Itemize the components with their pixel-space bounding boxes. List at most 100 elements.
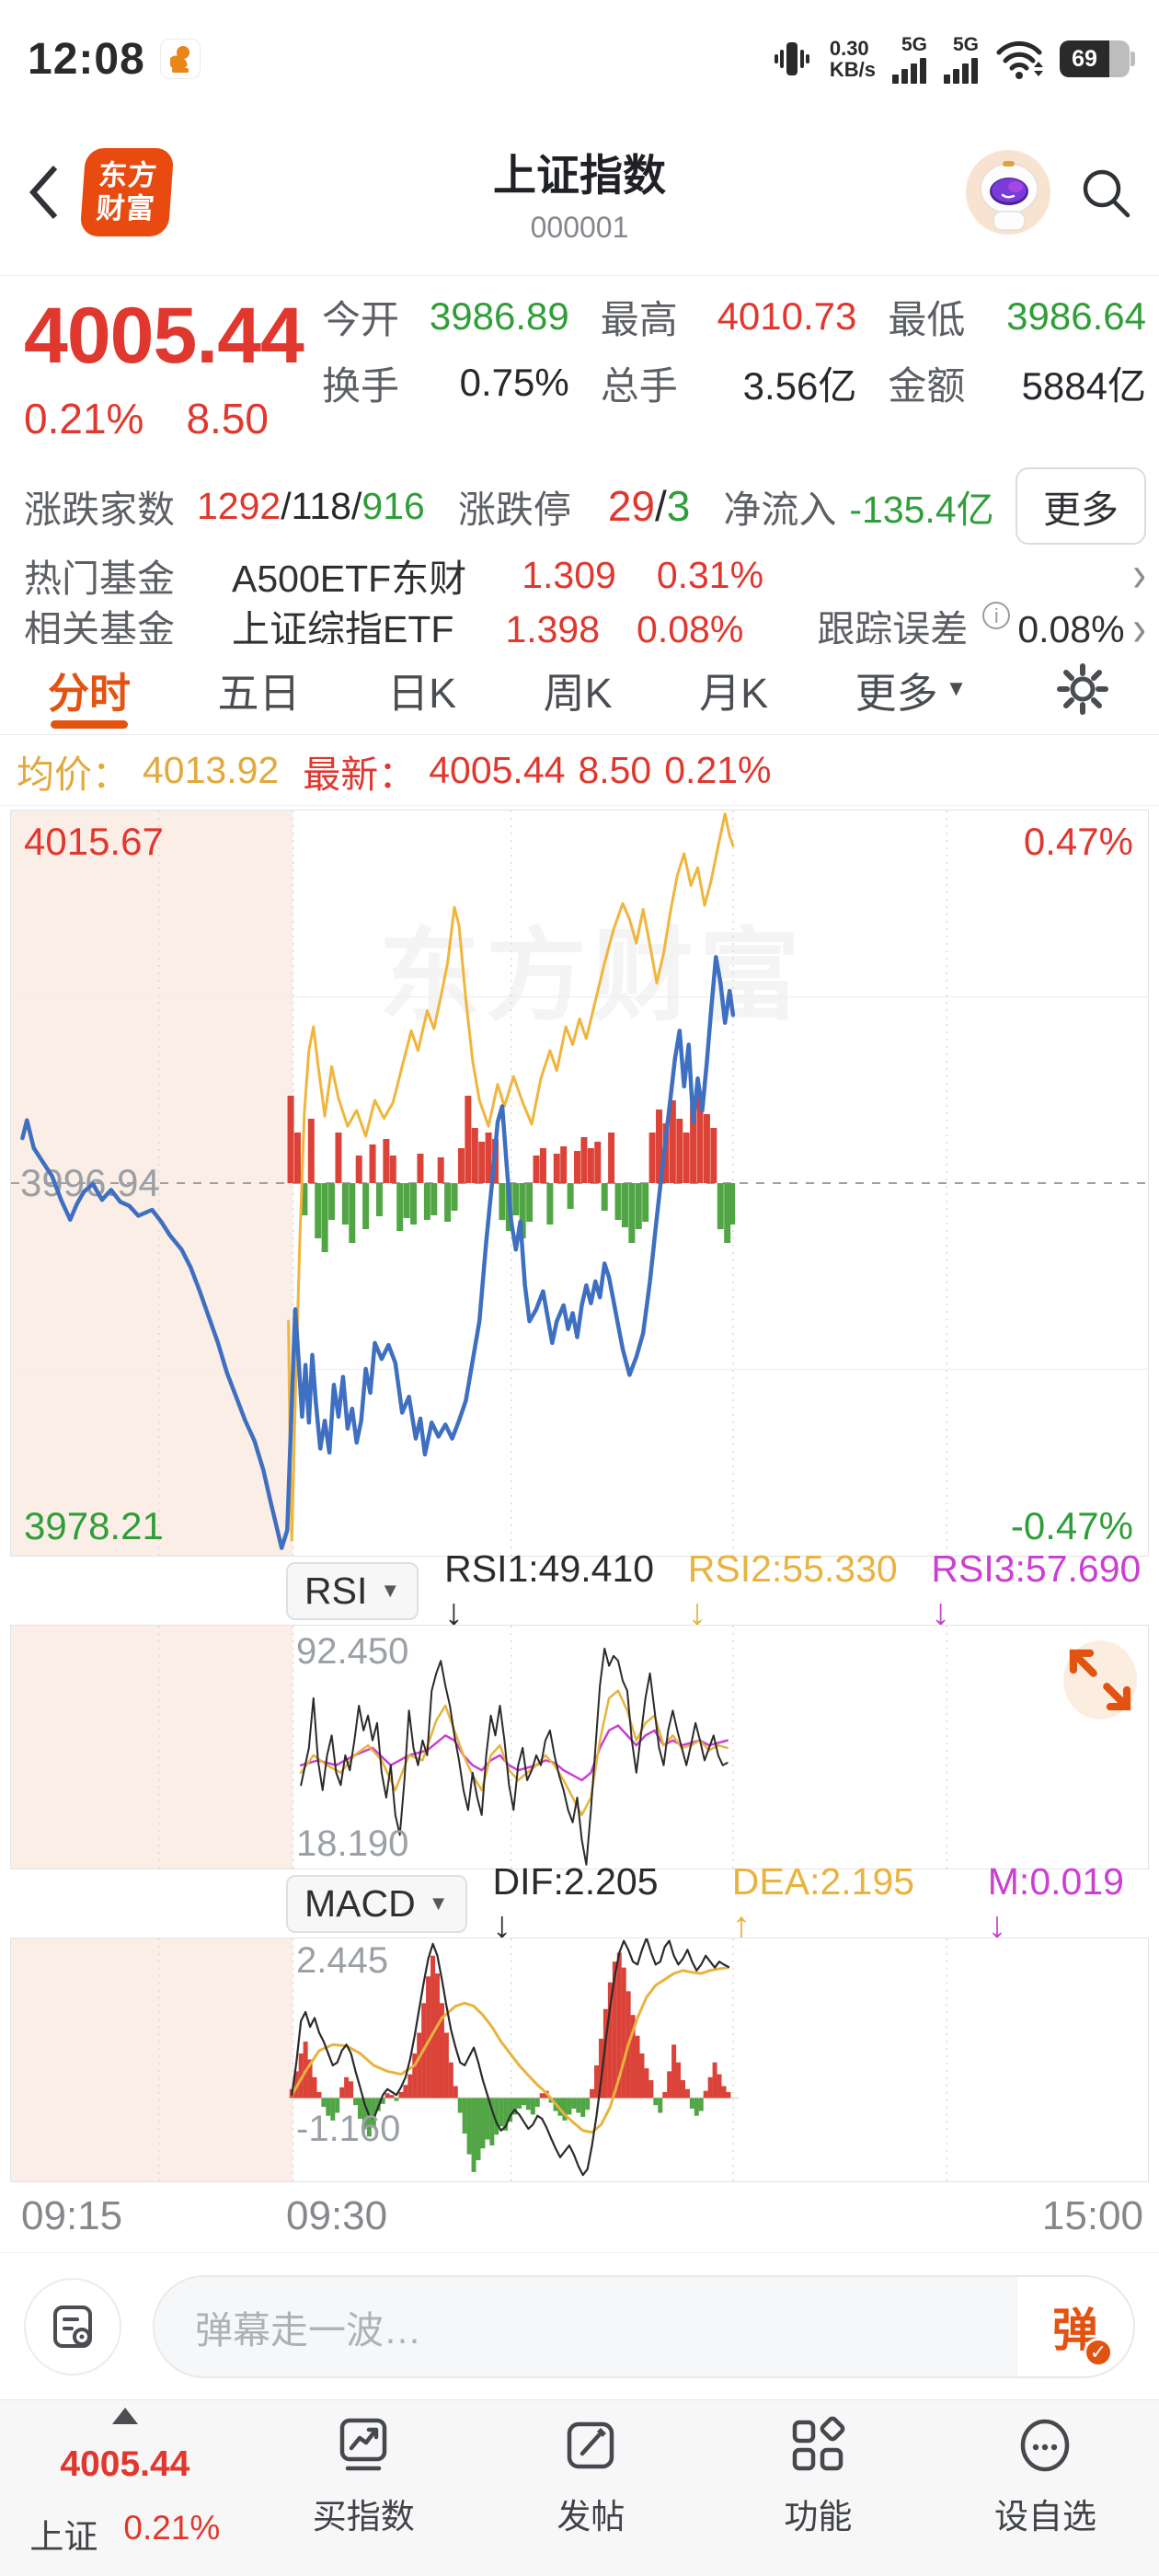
last-value: 4005.44 [429,749,566,791]
battery-level: 69 [1060,40,1109,77]
fund-percent: 0.08% [637,608,744,644]
market-breadth-row: 涨跌家数 1292/118/916 涨跌停 29/3 净流入 -135.4亿 更… [24,467,1146,545]
limit-down-count: 3 [666,482,691,530]
nav-index-name: 上证 [29,2518,98,2556]
rsi-min-label: 18.190 [296,1823,409,1864]
triangle-up-icon [111,2408,138,2424]
tab-monthly-k[interactable]: 月K [699,669,769,717]
avg-value: 4013.92 [143,749,280,791]
vibrate-icon [774,42,809,75]
separator: / [351,484,362,527]
last-change: 8.50 [578,749,652,791]
chart-board-icon [340,2418,387,2471]
m-value: M:0.019 ↓ [987,1860,1124,1946]
danmaku-label: 弹 ✓ [1052,2294,1113,2367]
stat-label: 总手 [600,363,678,408]
prev-close-label: 3996.94 [20,1161,160,1204]
macd-header: MACD ▼ DIF:2.205 ↓ DEA:2.195 ↑ M:0.019 ↓ [10,1860,1149,1946]
stat-label: 换手 [322,363,400,408]
ai-assistant-avatar[interactable] [966,149,1050,235]
comment-input-wrap: 弹幕走一波… 弹 ✓ [153,2274,1135,2378]
nav-add-watchlist[interactable]: 设自选 [932,2408,1159,2576]
stat-label: 今开 [322,297,400,341]
dif-value: DIF:2.205 ↓ [492,1860,659,1946]
robot-icon [966,149,1050,235]
macd-chart[interactable]: 2.445 -1.160 [10,1938,1149,2182]
gear-icon[interactable] [1054,661,1111,718]
fund-name: A500ETF东财 [232,558,467,600]
chevron-down-icon: ▼ [428,1892,449,1915]
breadth-label: 涨跌家数 [24,489,175,531]
change-value: 8.50 [186,395,269,443]
tab-5day[interactable]: 五日 [217,669,301,717]
hot-fund-row[interactable]: 热门基金 A500ETF东财 1.309 0.31% › [24,546,1146,603]
tracking-error-label: 跟踪误差 [817,608,969,644]
rsi-header: RSI ▼ RSI1:49.410 ↓ RSI2:55.330 ↓ RSI3:57… [10,1547,1149,1633]
separator: / [655,482,667,530]
nav-price: 4005.44 [60,2444,190,2484]
axis-low-percent: -0.47% [1010,1504,1133,1547]
time-tick: 09:30 [286,2193,388,2238]
battery-indicator: 69 [1060,40,1135,77]
last-label: 最新： [303,753,417,796]
grid-apps-icon [793,2416,845,2471]
danmaku-settings-button[interactable] [24,2277,121,2375]
period-tab-bar: 分时 五日 日K 周K 月K 更多 ▼ [0,644,1159,735]
cellular-signal-1: 5G [891,35,927,84]
related-fund-row-clipped[interactable]: 相关基金 上证综指ETF 1.398 0.08% 跟踪误差 i 0.08% › [24,602,1146,644]
tab-minute[interactable]: 分时 [48,644,131,734]
limit-up-count: 29 [607,482,655,530]
change-percent: 0.21% [24,395,144,443]
comment-input[interactable]: 弹幕走一波… [155,2276,1017,2376]
stats-grid: 今开 3986.89 最高 4010.73 最低 3986.64 换手 0.75% 总手… [322,283,1146,416]
comment-bar: 弹幕走一波… 弹 ✓ [0,2252,1159,2399]
stat-value: 4010.73 [717,294,857,338]
time-axis: 09:15 09:30 15:00 [10,2184,1149,2245]
stat-value: 5884亿 [1021,363,1146,408]
time-tick: 09:15 [21,2193,123,2238]
chevron-right-icon: › [1132,546,1146,603]
phone-character-icon [169,46,189,73]
nav-post[interactable]: 发帖 [477,2408,705,2576]
search-icon[interactable] [1078,165,1133,220]
cellular-signal-2: 5G [943,35,979,84]
rsi1-value: RSI1:49.410 ↓ [444,1547,655,1633]
fund-percent: 0.31% [656,553,764,596]
rsi-selector[interactable]: RSI ▼ [286,1561,419,1620]
clock: 12:08 [28,34,145,84]
back-icon[interactable] [26,162,63,223]
tab-daily-k[interactable]: 日K [387,669,457,717]
info-icon: i [982,602,1011,629]
avg-last-strip: 均价： 4013.92 最新： 4005.44 8.50 0.21% [0,736,1159,806]
tab-more[interactable]: 更多 ▼ [855,669,968,717]
more-button[interactable]: 更多 [1016,467,1146,545]
advancers: 1292 [197,484,281,527]
axis-low-label: 3978.21 [24,1504,164,1547]
stat-label: 最高 [600,297,678,341]
tab-weekly-k[interactable]: 周K [543,669,613,717]
stat-value: 0.75% [459,361,569,404]
rsi-chart[interactable]: 92.450 18.190 [10,1625,1149,1869]
edit-pen-icon [568,2421,614,2469]
tracking-error-value: 0.08% [1017,608,1125,644]
separator: / [281,484,292,527]
nav-index-quote[interactable]: 4005.44 上证 0.21% [0,2408,250,2576]
hot-fund-label: 热门基金 [24,558,175,600]
nav-functions[interactable]: 功能 [705,2408,932,2576]
eastmoney-logo[interactable]: 东方 财富 [79,147,175,236]
notification-app-icon [159,39,201,79]
macd-selector[interactable]: MACD ▼ [286,1874,467,1933]
fund-value: 1.398 [505,608,601,644]
expand-chart-button[interactable] [1063,1640,1137,1719]
network-speed: 0.30 KB/s [829,36,876,81]
chevron-right-icon: › [1132,602,1146,644]
intraday-chart[interactable]: 东方财富 3996.94 4015.67 0.47% 3978.21 -0.47… [10,810,1149,1557]
rsi2-value: RSI2:55.330 ↓ [687,1547,898,1633]
danmaku-send-button[interactable]: 弹 ✓ [1017,2276,1133,2376]
ellipsis-circle-icon [1021,2419,1070,2472]
wifi-icon [996,40,1043,79]
rsi-max-label: 92.450 [296,1631,409,1672]
nav-buy-index[interactable]: 买指数 [250,2408,477,2576]
stat-value: 3986.89 [429,294,569,338]
